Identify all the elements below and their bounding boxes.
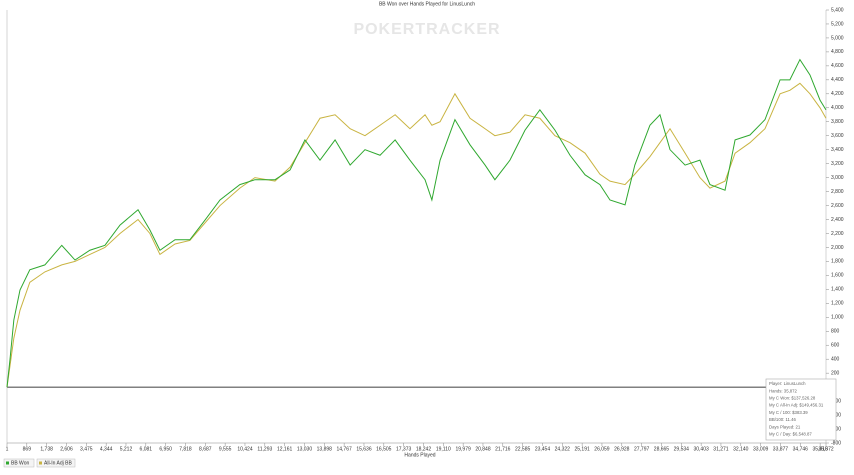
y-tick-label: 3,600 [831,133,844,139]
y-tick-label: 1,400 [831,287,844,293]
y-tick-label: 4,800 [831,49,844,55]
x-tick-label: 32,140 [733,446,749,452]
x-tick-label: 30,403 [693,446,709,452]
x-tick-label: 6,081 [140,446,153,452]
x-tick-label: 20,848 [475,446,491,452]
y-tick-label: 600 [831,343,840,349]
x-tick-label: 869 [23,446,32,452]
x-tick-label: 13,898 [317,446,333,452]
info-box [765,378,837,441]
legend-box [36,458,76,468]
legend-box [3,458,35,468]
chart-title: BB Won over Hands Played for LinusLunch [379,1,475,7]
legend-swatch [6,461,9,465]
x-tick-label: 28,665 [654,446,670,452]
y-tick-label: 5,200 [831,21,844,27]
x-tick-label: 7,818 [179,446,192,452]
x-tick-label: 16,505 [376,446,392,452]
legend-swatch [39,461,42,465]
series-line [6,58,827,388]
x-tick-label: 8,687 [199,446,212,452]
x-tick-label: 19,110 [436,446,451,452]
x-tick-label: 34,746 [793,446,809,452]
info-line: My C All-In Adj: $149,456.31 [769,403,824,408]
y-tick-label: 2,200 [831,231,844,237]
x-tick-label: 26,059 [594,446,610,452]
x-tick-label: 1,738 [40,446,53,452]
y-tick-label: 200 [831,370,840,376]
legend-label: BB Won [11,461,29,467]
x-tick-label: 10,424 [237,446,253,452]
x-axis-label: Hands Played [404,452,435,458]
x-tick-label: 35,872 [818,446,834,452]
y-tick-label: 2,400 [831,217,844,223]
info-line: Player: LinusLunch [769,381,806,386]
x-tick-label: 4,344 [100,446,113,452]
x-tick-label: 21,716 [495,446,511,452]
y-tick-label: 2,000 [831,245,844,251]
x-tick-label: 17,373 [396,446,412,452]
y-tick-label: 4,200 [831,91,844,97]
y-tick-label: 400 [831,357,840,363]
y-tick-label: 4,600 [831,63,844,69]
y-tick-label: 3,000 [831,175,844,181]
x-tick-label: 13,030 [297,446,313,452]
y-tick-label: 1,800 [831,259,844,265]
y-tick-label: 3,200 [831,161,844,167]
info-line: My C Won: $137,526.28 [769,396,816,401]
x-tick-label: 12,161 [277,446,293,452]
info-line: Days Played: 21 [769,424,801,429]
y-tick-label: -800 [831,440,841,446]
y-tick-label: 5,400 [831,7,844,13]
x-tick-label: 6,950 [159,446,172,452]
x-tick-label: 2,606 [60,446,73,452]
watermark: POKERTRACKER [353,21,500,38]
x-tick-label: 3,475 [80,446,93,452]
x-tick-label: 23,454 [535,446,551,452]
x-tick-label: 33,009 [753,446,769,452]
y-tick-label: 2,800 [831,189,844,195]
x-tick-label: 35,615 [812,446,828,452]
info-line: BB/100: 11.46 [769,417,797,422]
y-tick-label: 5,000 [831,35,844,41]
x-tick-label: 26,928 [614,446,630,452]
info-line: My C / 100: $383.39 [769,410,808,415]
x-tick-label: 1 [6,446,9,452]
x-tick-label: 11,293 [257,446,272,452]
x-tick-label: 33,877 [773,446,789,452]
y-tick-label: 2,600 [831,203,844,209]
info-line: Hands: 35,872 [769,388,798,393]
y-tick-label: 1,600 [831,273,844,279]
y-tick-label: 3,400 [831,147,844,153]
x-tick-label: 31,271 [713,446,729,452]
series-line [6,82,827,388]
x-tick-label: 24,322 [555,446,571,452]
y-tick-label: 800 [831,329,840,335]
x-tick-label: 25,191 [574,446,590,452]
y-tick-label: 4,000 [831,105,844,111]
y-tick-label: 3,800 [831,119,844,125]
info-line: My C / Day: $6,548.87 [769,432,812,437]
x-tick-label: 15,636 [356,446,372,452]
x-tick-label: 5,212 [120,446,133,452]
y-tick-label: 4,400 [831,77,844,83]
x-tick-label: 18,242 [416,446,432,452]
x-tick-label: 14,767 [336,446,352,452]
x-tick-label: 19,979 [455,446,471,452]
y-tick-label: 1,000 [831,315,844,321]
x-tick-label: 9,555 [219,446,232,452]
x-tick-label: 22,585 [515,446,531,452]
y-tick-label: 1,200 [831,301,844,307]
legend-label: All-In Adj BB [44,461,72,467]
x-tick-label: 29,534 [674,446,690,452]
x-tick-label: 27,797 [634,446,650,452]
